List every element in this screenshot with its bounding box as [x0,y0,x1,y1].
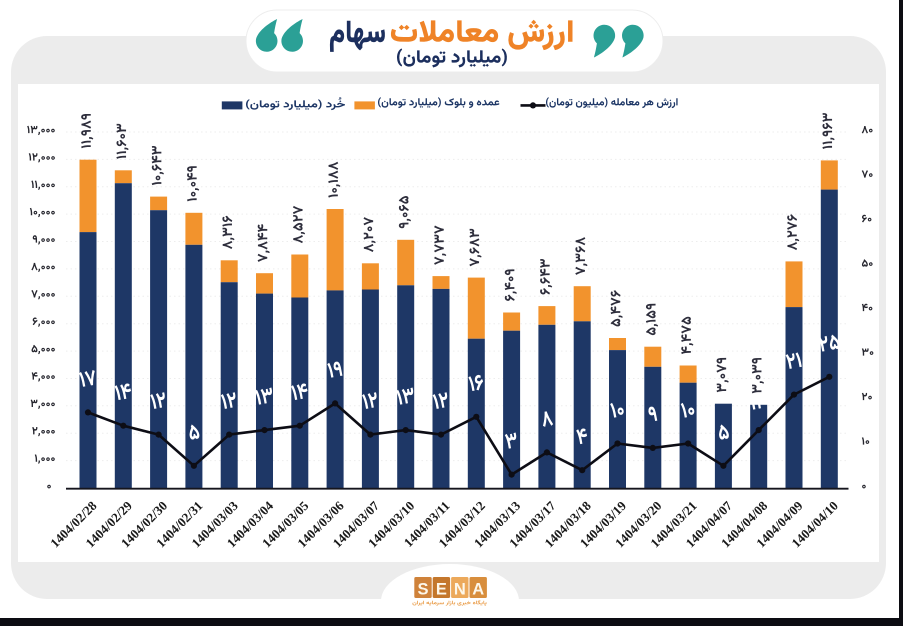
svg-text:E: E [436,580,447,598]
svg-text:A: A [472,580,484,598]
svg-text:S: S [417,580,428,598]
svg-text:N: N [454,580,466,598]
